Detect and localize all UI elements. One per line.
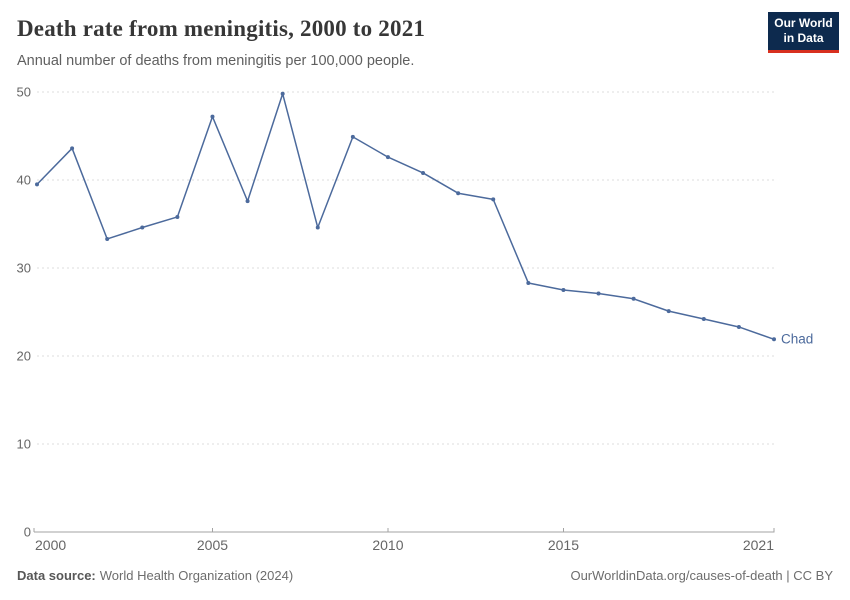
owid-logo-line2: in Data (783, 31, 824, 45)
attribution-link[interactable]: OurWorldinData.org/causes-of-death | CC … (570, 568, 833, 583)
chart-subtitle: Annual number of deaths from meningitis … (17, 53, 415, 69)
y-axis-tick-label: 20 (16, 348, 31, 364)
y-axis-tick-label: 50 (16, 84, 31, 100)
series-label[interactable]: Chad (781, 331, 814, 347)
x-axis-line (33, 528, 775, 533)
data-source: Data source: World Health Organization (2… (17, 568, 293, 583)
x-axis-tick-label: 2010 (372, 537, 404, 553)
x-axis-tick-label: 2005 (196, 537, 229, 553)
data-source-label: Data source: (17, 568, 96, 583)
y-axis-tick-label: 10 (16, 436, 31, 452)
series-line-chad[interactable] (35, 91, 776, 342)
x-axis-tick-label: 2015 (547, 537, 579, 553)
owid-logo[interactable]: Our World in Data (768, 12, 839, 53)
chart-title: Death rate from meningitis, 2000 to 2021 (17, 16, 426, 41)
y-axis-tick-label: 0 (23, 524, 31, 540)
owid-logo-text: Our World in Data (774, 16, 832, 46)
x-axis-tick-label: 2021 (742, 537, 774, 553)
x-axis-tick-label: 2000 (35, 537, 67, 553)
footer: Data source: World Health Organization (2… (17, 568, 833, 583)
data-source-value: World Health Organization (2024) (99, 568, 294, 583)
owid-logo-line1: Our World (774, 16, 833, 30)
y-axis-tick-label: 40 (16, 172, 31, 188)
gridlines (37, 91, 774, 445)
y-axis-tick-label: 30 (16, 260, 31, 276)
